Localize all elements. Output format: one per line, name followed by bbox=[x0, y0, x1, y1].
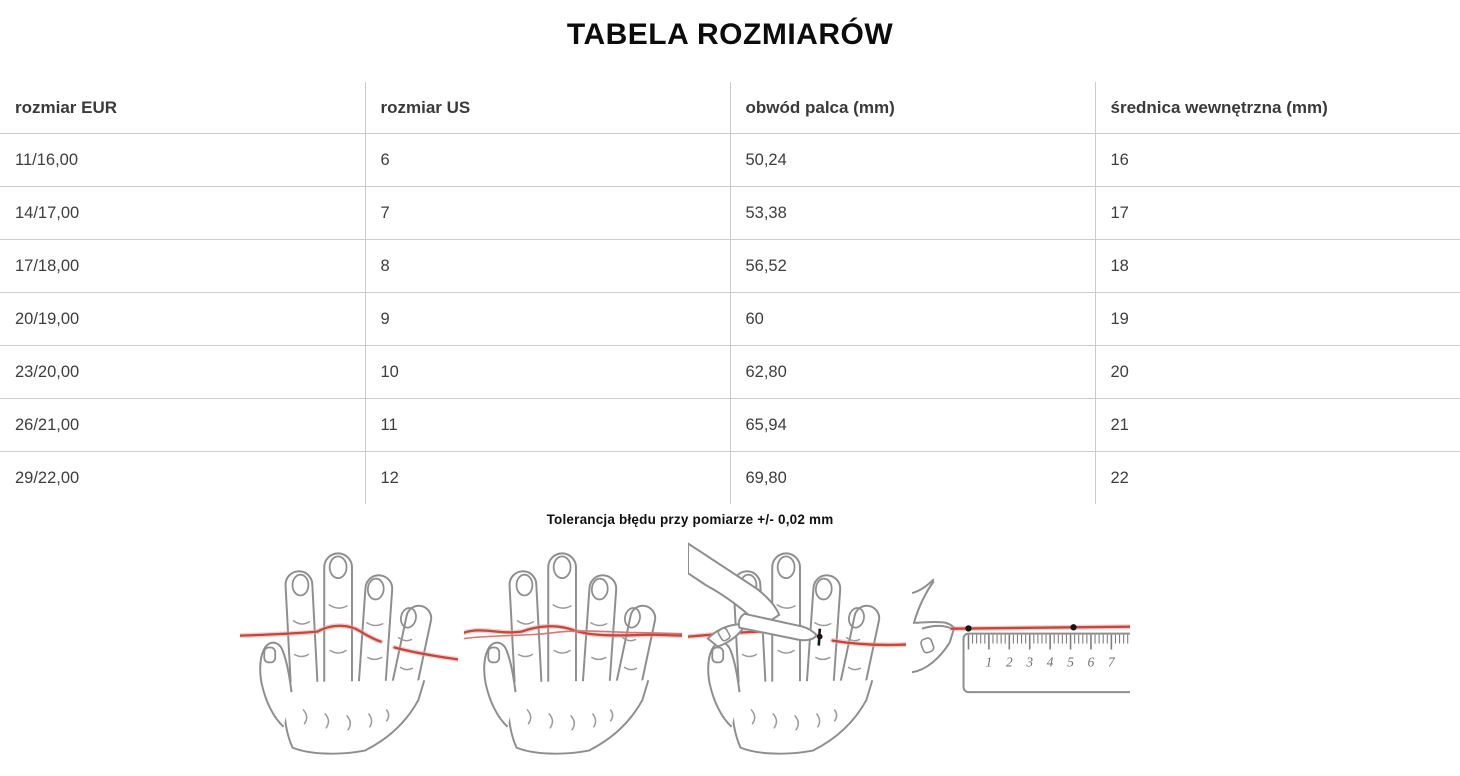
illustration-step-2 bbox=[464, 539, 682, 761]
table-cell: 8 bbox=[364, 239, 730, 293]
measurement-guide-section: Tolerancja błędu przy pomiarze +/- 0,02 … bbox=[240, 512, 1140, 761]
table-cell: 16 bbox=[1094, 133, 1460, 187]
table-cell: 17 bbox=[1094, 186, 1460, 240]
table-cell: 69,80 bbox=[729, 451, 1095, 504]
hand-pen-mark-step3-icon bbox=[688, 542, 906, 761]
svg-text:1: 1 bbox=[986, 654, 993, 669]
illustration-step-1 bbox=[240, 539, 458, 761]
hand-outline-icon bbox=[484, 553, 657, 753]
table-cell: 11 bbox=[364, 398, 730, 452]
illustrations-row: 1 2 3 4 5 6 7 bbox=[240, 539, 1140, 761]
table-row: 14/17,00 7 53,38 17 bbox=[0, 186, 1460, 240]
table-cell: 26/21,00 bbox=[0, 398, 365, 452]
table-cell: 23/20,00 bbox=[0, 345, 365, 399]
svg-text:7: 7 bbox=[1108, 654, 1116, 669]
ruler-measure-step4-icon: 1 2 3 4 5 6 7 bbox=[912, 578, 1130, 694]
illustration-step-4: 1 2 3 4 5 6 7 bbox=[912, 539, 1130, 761]
table-cell: 6 bbox=[364, 133, 730, 187]
table-cell: 29/22,00 bbox=[0, 451, 365, 504]
column-header-rozmiar-us: rozmiar US bbox=[364, 82, 730, 134]
column-header-srednica-wewnetrzna: średnica wewnętrzna (mm) bbox=[1094, 82, 1460, 134]
measurement-dots-icon bbox=[965, 624, 1077, 632]
table-cell: 12 bbox=[364, 451, 730, 504]
table-cell: 22 bbox=[1094, 451, 1460, 504]
ruler-icon: 1 2 3 4 5 6 7 bbox=[962, 632, 1130, 694]
table-cell: 21 bbox=[1094, 398, 1460, 452]
table-row: 26/21,00 11 65,94 21 bbox=[0, 398, 1460, 452]
table-header: rozmiar EUR rozmiar US obwód palca (mm) … bbox=[0, 82, 1460, 134]
svg-text:6: 6 bbox=[1088, 654, 1095, 669]
table-row: 29/22,00 12 69,80 22 bbox=[0, 451, 1460, 504]
table-row: 11/16,00 6 50,24 16 bbox=[0, 133, 1460, 187]
table-cell: 10 bbox=[364, 345, 730, 399]
marker-pen-icon bbox=[737, 612, 819, 642]
ruler-ticks bbox=[967, 634, 1129, 650]
pinching-fingers-icon bbox=[912, 578, 956, 674]
ring-size-table: rozmiar EUR rozmiar US obwód palca (mm) … bbox=[0, 82, 1460, 504]
table-cell: 62,80 bbox=[729, 345, 1095, 399]
svg-text:5: 5 bbox=[1067, 654, 1074, 669]
column-header-rozmiar-eur: rozmiar EUR bbox=[15, 97, 118, 117]
table-cell: 17/18,00 bbox=[0, 239, 365, 293]
table-cell: 60 bbox=[729, 292, 1095, 346]
svg-text:3: 3 bbox=[1025, 654, 1033, 669]
table-cell: 50,24 bbox=[729, 133, 1095, 187]
measuring-string-icon bbox=[240, 623, 458, 662]
column-header-obwod-palca: obwód palca (mm) bbox=[729, 82, 1095, 134]
table-cell: 9 bbox=[364, 292, 730, 346]
page-title: TABELA ROZMIARÓW bbox=[566, 18, 894, 51]
svg-text:4: 4 bbox=[1047, 654, 1054, 669]
hand-outline-icon bbox=[260, 553, 433, 753]
table-cell: 14/17,00 bbox=[0, 186, 365, 240]
hand-string-step2-icon bbox=[464, 539, 682, 761]
measuring-string-icon bbox=[464, 623, 682, 640]
table-cell: 53,38 bbox=[729, 186, 1095, 240]
ink-mark-icon bbox=[817, 628, 823, 646]
tolerance-note: Tolerancja błędu przy pomiarze +/- 0,02 … bbox=[546, 512, 834, 527]
svg-text:2: 2 bbox=[1006, 654, 1013, 669]
table-row: 17/18,00 8 56,52 18 bbox=[0, 239, 1460, 293]
table-row: 23/20,00 10 62,80 20 bbox=[0, 345, 1460, 399]
table-cell: 65,94 bbox=[729, 398, 1095, 452]
table-cell: 7 bbox=[364, 186, 730, 240]
ruler-numbers: 1 2 3 4 5 6 7 bbox=[986, 654, 1116, 669]
measuring-string-icon bbox=[949, 624, 1130, 632]
table-cell: 20 bbox=[1094, 345, 1460, 399]
table-cell: 11/16,00 bbox=[0, 133, 365, 187]
table-cell: 56,52 bbox=[729, 239, 1095, 293]
table-body: 11/16,00 6 50,24 16 14/17,00 7 53,38 17 … bbox=[0, 133, 1460, 504]
table-cell: 18 bbox=[1094, 239, 1460, 293]
table-header-row: rozmiar EUR rozmiar US obwód palca (mm) … bbox=[0, 82, 1460, 134]
illustration-step-3 bbox=[688, 539, 906, 761]
table-cell: 19 bbox=[1094, 292, 1460, 346]
hand-string-step1-icon bbox=[240, 539, 458, 761]
table-cell: 20/19,00 bbox=[0, 292, 365, 346]
table-row: 20/19,00 9 60 19 bbox=[0, 292, 1460, 346]
